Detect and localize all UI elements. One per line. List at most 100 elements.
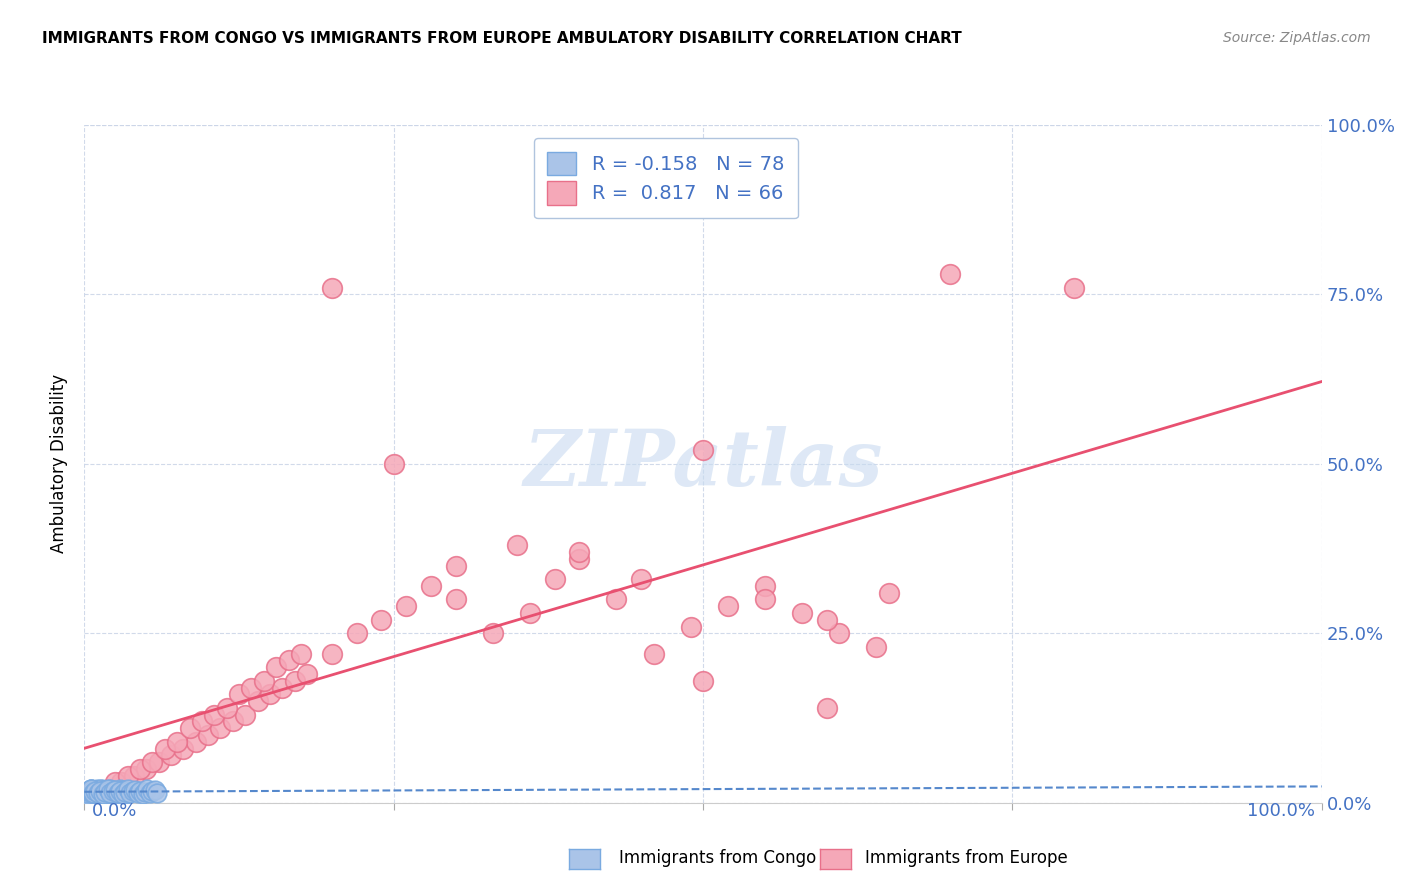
Point [114,785,136,799]
Point [228,687,250,701]
Point [91,785,114,799]
Point [290,647,312,661]
Point [84,784,107,798]
Point [1063,280,1085,294]
Point [94,786,117,800]
Point [136,782,159,797]
Point [89,786,111,800]
Point [754,579,776,593]
Point [75,789,97,803]
Y-axis label: Ambulatory Disability: Ambulatory Disability [51,375,69,553]
Point [98,786,121,800]
Point [346,626,368,640]
Point [295,667,318,681]
Point [127,786,149,800]
Point [233,707,256,722]
Point [790,606,813,620]
Point [94,785,117,799]
Point [166,735,188,749]
Point [222,714,245,729]
Point [79,782,101,797]
Point [114,783,136,797]
Point [131,787,153,801]
Point [129,783,152,797]
Point [172,741,194,756]
Point [79,783,101,797]
Point [111,787,134,801]
Point [717,599,740,614]
Point [284,673,307,688]
Point [197,728,219,742]
Point [87,785,110,799]
Point [444,592,467,607]
Point [271,681,294,695]
Point [89,783,111,797]
Point [139,786,162,800]
Point [129,762,152,776]
Point [148,755,170,769]
Text: ZIPatlas: ZIPatlas [523,425,883,502]
Point [124,783,146,797]
Point [82,786,104,800]
Point [395,599,418,614]
Point [107,786,129,800]
Point [444,558,467,573]
Point [77,783,100,797]
Point [91,787,114,801]
Point [89,781,111,796]
Point [100,786,122,800]
Point [191,714,214,729]
Point [643,647,665,661]
Text: Immigrants from Congo: Immigrants from Congo [619,849,815,867]
Point [264,660,287,674]
Point [202,707,225,722]
Point [97,785,120,799]
Point [107,785,129,799]
Text: 100.0%: 100.0% [1247,802,1315,820]
Point [568,545,591,559]
Point [76,786,98,800]
Point [481,626,503,640]
Text: 0.0%: 0.0% [91,802,136,820]
Point [506,538,529,552]
Point [160,748,183,763]
Point [83,786,105,800]
Point [110,786,132,800]
Point [86,781,108,796]
Point [82,783,104,797]
Point [543,572,565,586]
Point [184,735,207,749]
Point [134,785,156,799]
Point [939,267,962,281]
Point [215,701,238,715]
Point [877,585,900,599]
Point [91,784,114,798]
Point [679,619,702,633]
Point [101,784,124,798]
Point [79,782,101,797]
Point [209,721,232,735]
Point [84,784,107,798]
Legend: R = -0.158   N = 78, R =  0.817   N = 66: R = -0.158 N = 78, R = 0.817 N = 66 [534,138,799,219]
Point [141,784,163,798]
Point [77,785,100,799]
Text: Source: ZipAtlas.com: Source: ZipAtlas.com [1223,31,1371,45]
Point [110,783,132,797]
Point [105,787,128,801]
Point [79,788,101,802]
Point [815,613,838,627]
Point [101,784,124,798]
Point [98,782,121,797]
Point [630,572,652,586]
Point [121,784,143,798]
Point [370,613,392,627]
Point [87,786,110,800]
Point [117,769,139,783]
Point [93,783,115,797]
Point [815,701,838,715]
Point [83,783,105,797]
Point [114,786,136,800]
Point [120,786,142,800]
Point [240,681,263,695]
Point [146,786,169,800]
